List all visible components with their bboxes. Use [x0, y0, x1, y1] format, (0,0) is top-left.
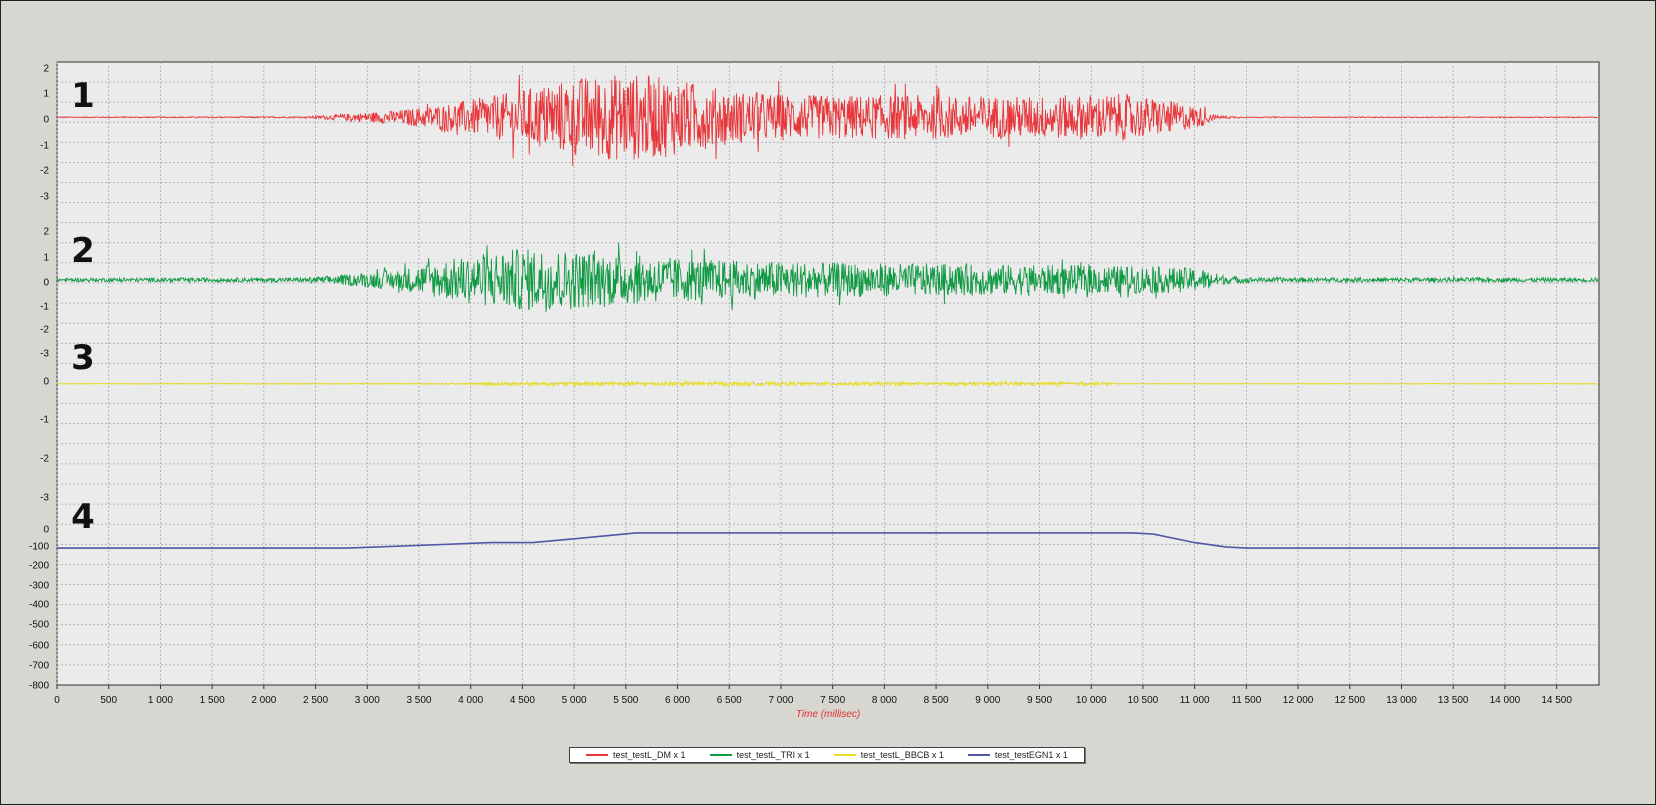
x-axis-label: Time (millisec) [796, 709, 860, 720]
panel-number-1: 1 [71, 76, 95, 116]
x-tick-label: 2 000 [251, 695, 276, 706]
legend-item: test_testL_BBCB x 1 [833, 750, 944, 760]
x-tick-label: 5 000 [562, 695, 587, 706]
x-tick-label: 7 000 [768, 695, 793, 706]
y-tick-label: -800 [29, 681, 49, 692]
y-tick-label: -500 [29, 620, 49, 631]
x-tick-label: 1 000 [148, 695, 173, 706]
legend-label: test_testEGN1 x 1 [994, 750, 1068, 760]
y-tick-label: -400 [29, 600, 49, 611]
x-tick-label: 10 500 [1128, 695, 1159, 706]
legend-swatch [586, 754, 609, 756]
x-tick-label: 7 500 [820, 695, 845, 706]
y-tick-label: -1 [40, 141, 49, 152]
x-tick-label: 13 500 [1438, 695, 1469, 706]
x-tick-label: 500 [100, 695, 117, 706]
x-tick-label: 2 500 [303, 695, 328, 706]
legend-label: test_testL_DM x 1 [613, 750, 686, 760]
series-line-3 [56, 379, 1599, 388]
x-tick-label: 12 000 [1283, 695, 1314, 706]
series-group [56, 74, 1599, 549]
x-tick-label: 6 500 [717, 695, 742, 706]
legend-swatch [833, 754, 856, 756]
legend-label: test_testL_BBCB x 1 [860, 750, 944, 760]
series-line-1 [57, 74, 1598, 167]
y-tick-label: -700 [29, 661, 49, 672]
y-tick-label: -300 [29, 581, 49, 592]
x-tick-label: 9 500 [1027, 695, 1052, 706]
x-tick-label: 8 500 [924, 695, 949, 706]
y-tick-label: -3 [40, 349, 49, 360]
legend-item: test_testL_TRI x 1 [709, 750, 810, 760]
y-tick-label: -1 [40, 302, 49, 313]
plot-area [56, 61, 1600, 686]
series-line-4 [57, 532, 1599, 549]
legend-item: test_testEGN1 x 1 [967, 750, 1068, 760]
series-line-2 [56, 242, 1599, 313]
x-tick-label: 3 000 [355, 695, 380, 706]
x-tick-label: 12 500 [1334, 695, 1365, 706]
legend-swatch [967, 754, 990, 756]
panel-number-4: 4 [71, 497, 95, 537]
x-tick-label: 0 [54, 695, 60, 706]
x-tick-label: 4 500 [510, 695, 535, 706]
y-tick-label: -3 [40, 192, 49, 203]
x-tick-label: 5 500 [613, 695, 638, 706]
x-tick-label: 4 000 [458, 695, 483, 706]
y-tick-label: -100 [29, 542, 49, 553]
x-tick-label: 3 500 [406, 695, 431, 706]
y-tick-label: -3 [40, 493, 49, 504]
y-tick-label: 0 [43, 525, 49, 536]
x-tick-labels: 0 500 1 000 1 500 2 000 2 500 3 000 3 500 4 000 4… [54, 685, 1572, 706]
y-tick-label: 2 [43, 64, 49, 75]
y-tick-labels: 2 1 0 -1 -2 -3 2 1 0 -1 -2 -3 0 -1 -2 -3 0 -100 -200 -300 -4… [29, 64, 49, 692]
y-tick-label: -2 [40, 454, 49, 465]
x-tick-label: 14 500 [1541, 695, 1572, 706]
x-tick-label: 8 000 [872, 695, 897, 706]
y-tick-label: 0 [43, 278, 49, 289]
legend-label: test_testL_TRI x 1 [736, 750, 810, 760]
panel-labels: 1 2 3 4 [71, 76, 95, 537]
y-tick-label: 1 [43, 253, 49, 264]
y-tick-label: 0 [43, 115, 49, 126]
y-tick-label: -1 [40, 415, 49, 426]
y-tick-label: 1 [43, 89, 49, 100]
y-tick-label: -600 [29, 641, 49, 652]
x-tick-label: 6 000 [665, 695, 690, 706]
y-tick-label: 2 [43, 227, 49, 238]
legend-item: test_testL_DM x 1 [586, 750, 686, 760]
x-tick-label: 14 000 [1490, 695, 1521, 706]
x-tick-label: 9 000 [975, 695, 1000, 706]
x-tick-label: 11 500 [1231, 695, 1261, 706]
y-tick-label: 0 [43, 377, 49, 388]
x-tick-label: 1 500 [200, 695, 225, 706]
legend: test_testL_DM x 1 test_testL_TRI x 1 test_… [569, 747, 1085, 763]
y-tick-label: -2 [40, 166, 49, 177]
y-tick-label: -200 [29, 561, 49, 572]
x-tick-label: 13 000 [1386, 695, 1417, 706]
x-tick-label: 11 000 [1180, 695, 1210, 706]
panel-number-3: 3 [71, 338, 95, 378]
panel-number-2: 2 [71, 231, 95, 271]
x-tick-label: 10 000 [1076, 695, 1107, 706]
y-tick-label: -2 [40, 325, 49, 336]
legend-swatch [709, 754, 732, 756]
